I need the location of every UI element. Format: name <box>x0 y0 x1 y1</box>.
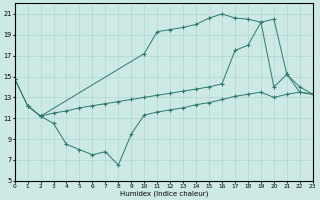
X-axis label: Humidex (Indice chaleur): Humidex (Indice chaleur) <box>119 190 208 197</box>
